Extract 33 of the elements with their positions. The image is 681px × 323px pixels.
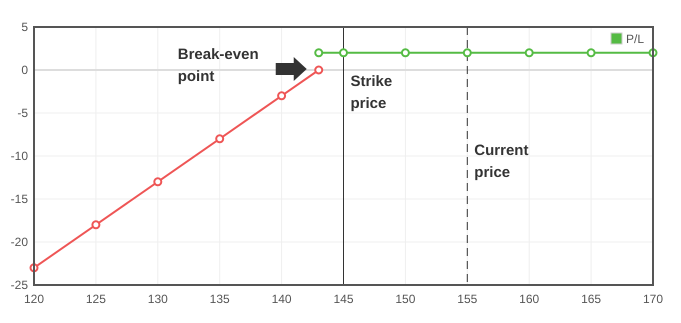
x-tick-label: 140 xyxy=(272,292,292,306)
y-tick-label: 5 xyxy=(21,20,28,34)
point xyxy=(400,48,410,58)
x-tick-label: 145 xyxy=(333,292,354,306)
x-tick-label: 160 xyxy=(519,292,540,306)
x-tick-label: 130 xyxy=(148,292,168,306)
annotation: Break-even point xyxy=(178,46,259,85)
y-tick-label: -20 xyxy=(10,235,28,249)
y-tick-label: -15 xyxy=(10,192,28,206)
y-tick-label: -10 xyxy=(10,149,28,163)
y-tick-label: -25 xyxy=(10,278,28,292)
ref-line-label: Strike price xyxy=(350,73,392,112)
point xyxy=(314,66,324,74)
point xyxy=(339,48,348,58)
point xyxy=(586,48,596,58)
point xyxy=(277,91,286,100)
x-tick-label: 155 xyxy=(457,292,478,306)
point xyxy=(314,48,324,58)
x-tick-label: 150 xyxy=(395,292,416,306)
point xyxy=(215,134,224,144)
x-tick-label: 125 xyxy=(86,292,106,306)
y-tick-label: -5 xyxy=(17,106,28,120)
point xyxy=(153,177,162,186)
y-tick-label: 0 xyxy=(21,63,28,77)
legend-label: P/L xyxy=(626,32,644,46)
point xyxy=(524,48,534,58)
ref-line-label: Current price xyxy=(474,142,528,181)
x-tick-label: 120 xyxy=(24,292,44,306)
x-tick-label: 165 xyxy=(581,292,602,306)
point xyxy=(91,220,100,230)
x-tick-label: 170 xyxy=(642,292,664,306)
point xyxy=(462,48,472,58)
x-tick-label: 135 xyxy=(210,292,230,306)
